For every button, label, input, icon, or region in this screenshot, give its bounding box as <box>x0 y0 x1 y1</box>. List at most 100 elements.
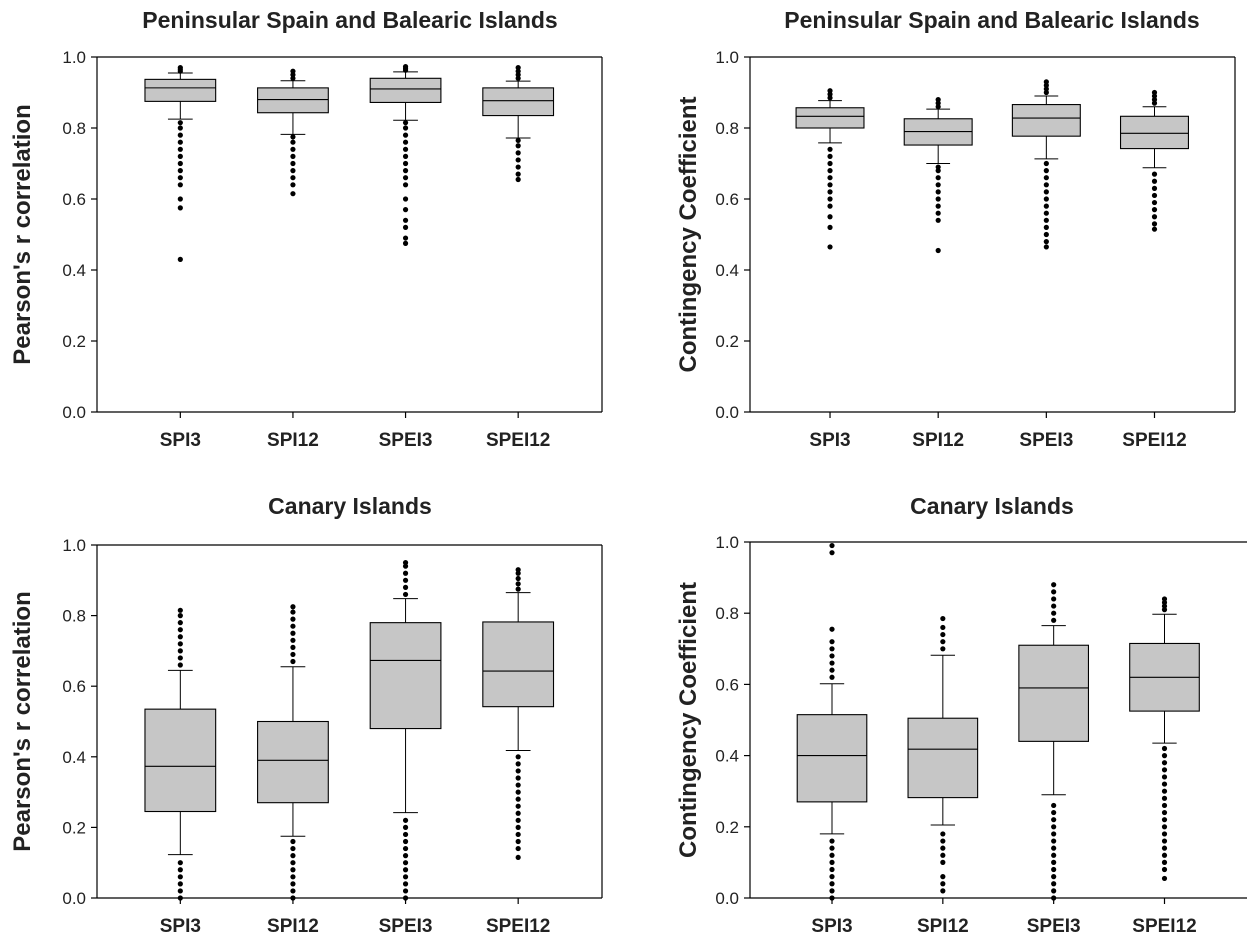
outlier-point <box>290 874 296 880</box>
outlier-point <box>515 854 521 861</box>
outlier-point <box>829 838 835 844</box>
box-iqr <box>369 622 442 730</box>
y-tick-label: 1.0 <box>715 48 739 67</box>
outlier-point <box>1151 199 1158 206</box>
outlier-point <box>402 139 409 145</box>
outlier-point <box>935 97 941 103</box>
box-iqr <box>482 621 555 708</box>
box-iqr <box>257 87 329 114</box>
outlier-point <box>290 860 296 866</box>
outlier-point <box>177 125 183 131</box>
y-tick-label: 0.4 <box>715 747 739 766</box>
outlier-point <box>940 631 946 638</box>
outlier-point <box>402 153 409 159</box>
outlier-point <box>940 838 946 844</box>
outlier-point <box>177 881 183 887</box>
outlier-point <box>1151 171 1158 177</box>
x-tick-label: SPEI3 <box>1027 916 1081 937</box>
outlier-point <box>1043 160 1049 167</box>
outlier-point <box>935 203 941 209</box>
outlier-point <box>829 852 835 858</box>
outlier-point <box>402 888 409 894</box>
outlier-point <box>402 146 409 152</box>
box-spei12 <box>1129 596 1200 882</box>
outlier-point <box>829 859 835 866</box>
outlier-point <box>290 146 296 152</box>
outlier-point <box>1043 182 1049 188</box>
outlier-point <box>177 607 183 613</box>
outlier-point <box>1051 589 1057 595</box>
outlier-point <box>827 214 833 220</box>
box-spei3 <box>369 560 442 901</box>
box-iqr <box>1018 644 1090 742</box>
outlier-point <box>177 153 183 159</box>
outlier-point <box>290 175 296 181</box>
x-tick-label: SPI12 <box>912 430 964 451</box>
outlier-point <box>402 560 409 566</box>
outlier-point <box>1151 214 1158 220</box>
box-spei3 <box>369 63 442 246</box>
outlier-point <box>290 191 296 197</box>
outlier-point <box>177 65 183 71</box>
outlier-point <box>1161 795 1168 801</box>
box-iqr <box>482 87 555 117</box>
outlier-point <box>515 796 521 802</box>
outlier-point <box>290 160 296 167</box>
outlier-point <box>177 256 183 262</box>
outlier-point <box>940 852 946 858</box>
outlier-point <box>827 168 833 174</box>
panel-peninsular-pearson: Peninsular Spain and Balearic Islands Pea… <box>9 7 603 451</box>
y-tick-label: 0.8 <box>62 607 86 626</box>
outlier-point <box>177 888 183 894</box>
outlier-point <box>1043 217 1049 223</box>
outlier-point <box>1161 845 1168 851</box>
outlier-point <box>1161 831 1168 837</box>
outlier-point <box>177 196 183 202</box>
outlier-point <box>1161 817 1168 823</box>
outlier-point <box>290 644 296 650</box>
outlier-point <box>935 182 941 188</box>
outlier-point <box>1043 239 1049 245</box>
outlier-point <box>177 874 183 880</box>
x-tick-label: SPI3 <box>809 430 850 451</box>
box-iqr <box>369 77 442 103</box>
outlier-point <box>940 845 946 851</box>
outlier-point <box>290 134 296 140</box>
outlier-point <box>177 648 183 654</box>
outlier-point <box>829 866 835 873</box>
outlier-point <box>940 615 946 622</box>
x-tick-label: SPEI3 <box>379 430 433 451</box>
outlier-point <box>827 203 833 209</box>
outlier-point <box>515 157 521 163</box>
outlier-point <box>940 831 946 837</box>
outlier-point <box>515 817 521 823</box>
outlier-point <box>177 205 183 211</box>
box-spi12 <box>907 615 979 894</box>
outlier-point <box>402 838 409 845</box>
outlier-point <box>402 867 409 873</box>
x-tick-label: SPI3 <box>160 430 201 451</box>
panel-canary-pearson: Canary Islands Pearson's r correlation 0.0… <box>9 493 603 937</box>
outlier-point <box>515 575 521 582</box>
outlier-point <box>515 845 521 852</box>
outlier-point <box>402 817 409 823</box>
outlier-point <box>515 143 521 149</box>
outlier-point <box>1161 599 1168 606</box>
x-tick-label: SPI3 <box>160 916 201 937</box>
outlier-point <box>935 175 941 181</box>
outlier-point <box>402 207 409 213</box>
outlier-point <box>1043 79 1049 85</box>
outlier-point <box>402 845 409 852</box>
x-tick-label: SPEI12 <box>1122 430 1186 451</box>
outlier-point <box>940 639 946 645</box>
y-tick-label: 1.0 <box>62 536 86 555</box>
outlier-point <box>935 247 941 254</box>
y-tick-label: 0.0 <box>715 403 739 422</box>
outlier-point <box>829 667 835 673</box>
outlier-point <box>515 775 521 781</box>
x-tick-label: SPI12 <box>267 430 319 451</box>
y-tick-label: 0.6 <box>62 677 86 696</box>
outlier-point <box>829 888 835 894</box>
outlier-point <box>402 196 409 202</box>
